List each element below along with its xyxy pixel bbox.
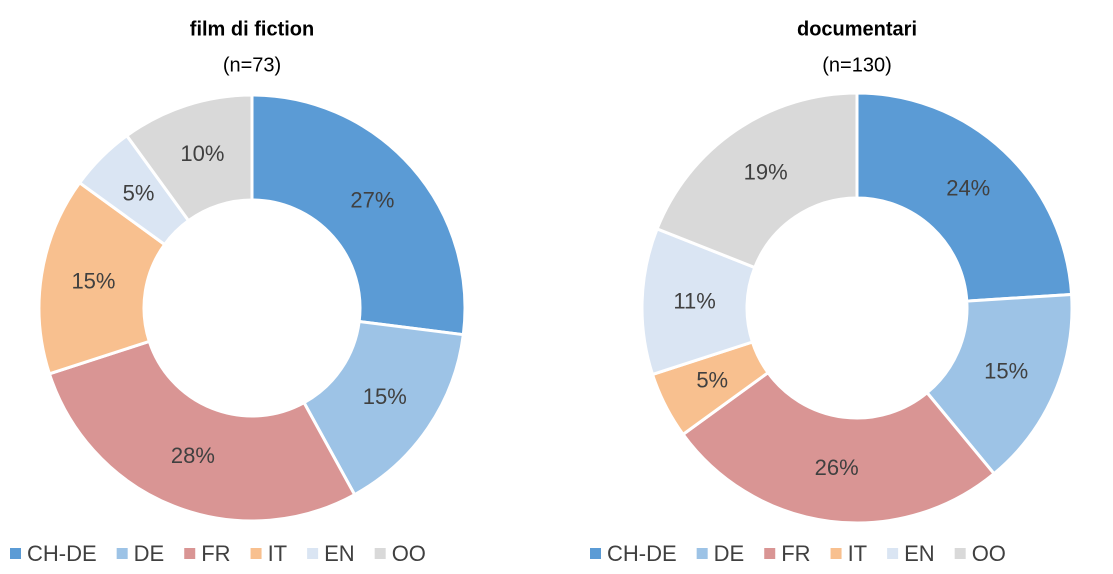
legend-swatch (250, 548, 262, 559)
data-label: 19% (744, 159, 788, 184)
legend-label: FR (781, 541, 810, 566)
legend-swatch (764, 548, 776, 559)
legend-label: IT (268, 541, 288, 566)
chart-subtitle: (n=130) (822, 54, 892, 76)
slice (925, 292, 1074, 476)
legend-swatch (590, 548, 601, 559)
legend-swatch (830, 548, 842, 559)
data-label: 11% (673, 289, 715, 314)
chart-title: film di fiction (190, 18, 314, 40)
legend-label: EN (904, 541, 935, 566)
legend-swatch (116, 548, 128, 559)
slice (37, 180, 167, 376)
data-label: 15% (363, 384, 407, 409)
slice (680, 370, 997, 525)
data-label: 5% (696, 368, 728, 393)
legend-swatch (696, 548, 708, 559)
chart-title: documentari (797, 18, 917, 40)
legend-swatch (954, 548, 966, 559)
legend-label: IT (848, 541, 868, 566)
slice (124, 93, 254, 223)
legend-label: CH-DE (27, 541, 97, 566)
legend-label: DE (134, 541, 165, 566)
legend-label: DE (714, 541, 745, 566)
slice (301, 319, 465, 497)
legend-swatch (10, 548, 21, 559)
data-label: 26% (815, 455, 859, 480)
legend-swatch (184, 548, 196, 559)
chart-subtitle: (n=73) (223, 54, 281, 76)
data-label: 27% (350, 188, 394, 213)
slice (855, 91, 1074, 303)
legend-swatch (374, 548, 386, 559)
data-label: 10% (180, 141, 224, 166)
legend-label: OO (392, 541, 426, 566)
data-label: 5% (123, 180, 155, 205)
data-label: 15% (71, 269, 115, 294)
slice (47, 339, 357, 523)
data-label: 15% (984, 358, 1028, 383)
legend-label: EN (324, 541, 355, 566)
slice (250, 93, 467, 337)
data-label: 24% (946, 175, 990, 200)
legend-label: CH-DE (607, 541, 677, 566)
legend-label: FR (201, 541, 230, 566)
slice (655, 91, 859, 270)
legend-label: OO (972, 541, 1006, 566)
data-label: 28% (171, 443, 215, 468)
legend-swatch (887, 548, 899, 559)
legend-swatch (307, 548, 319, 559)
